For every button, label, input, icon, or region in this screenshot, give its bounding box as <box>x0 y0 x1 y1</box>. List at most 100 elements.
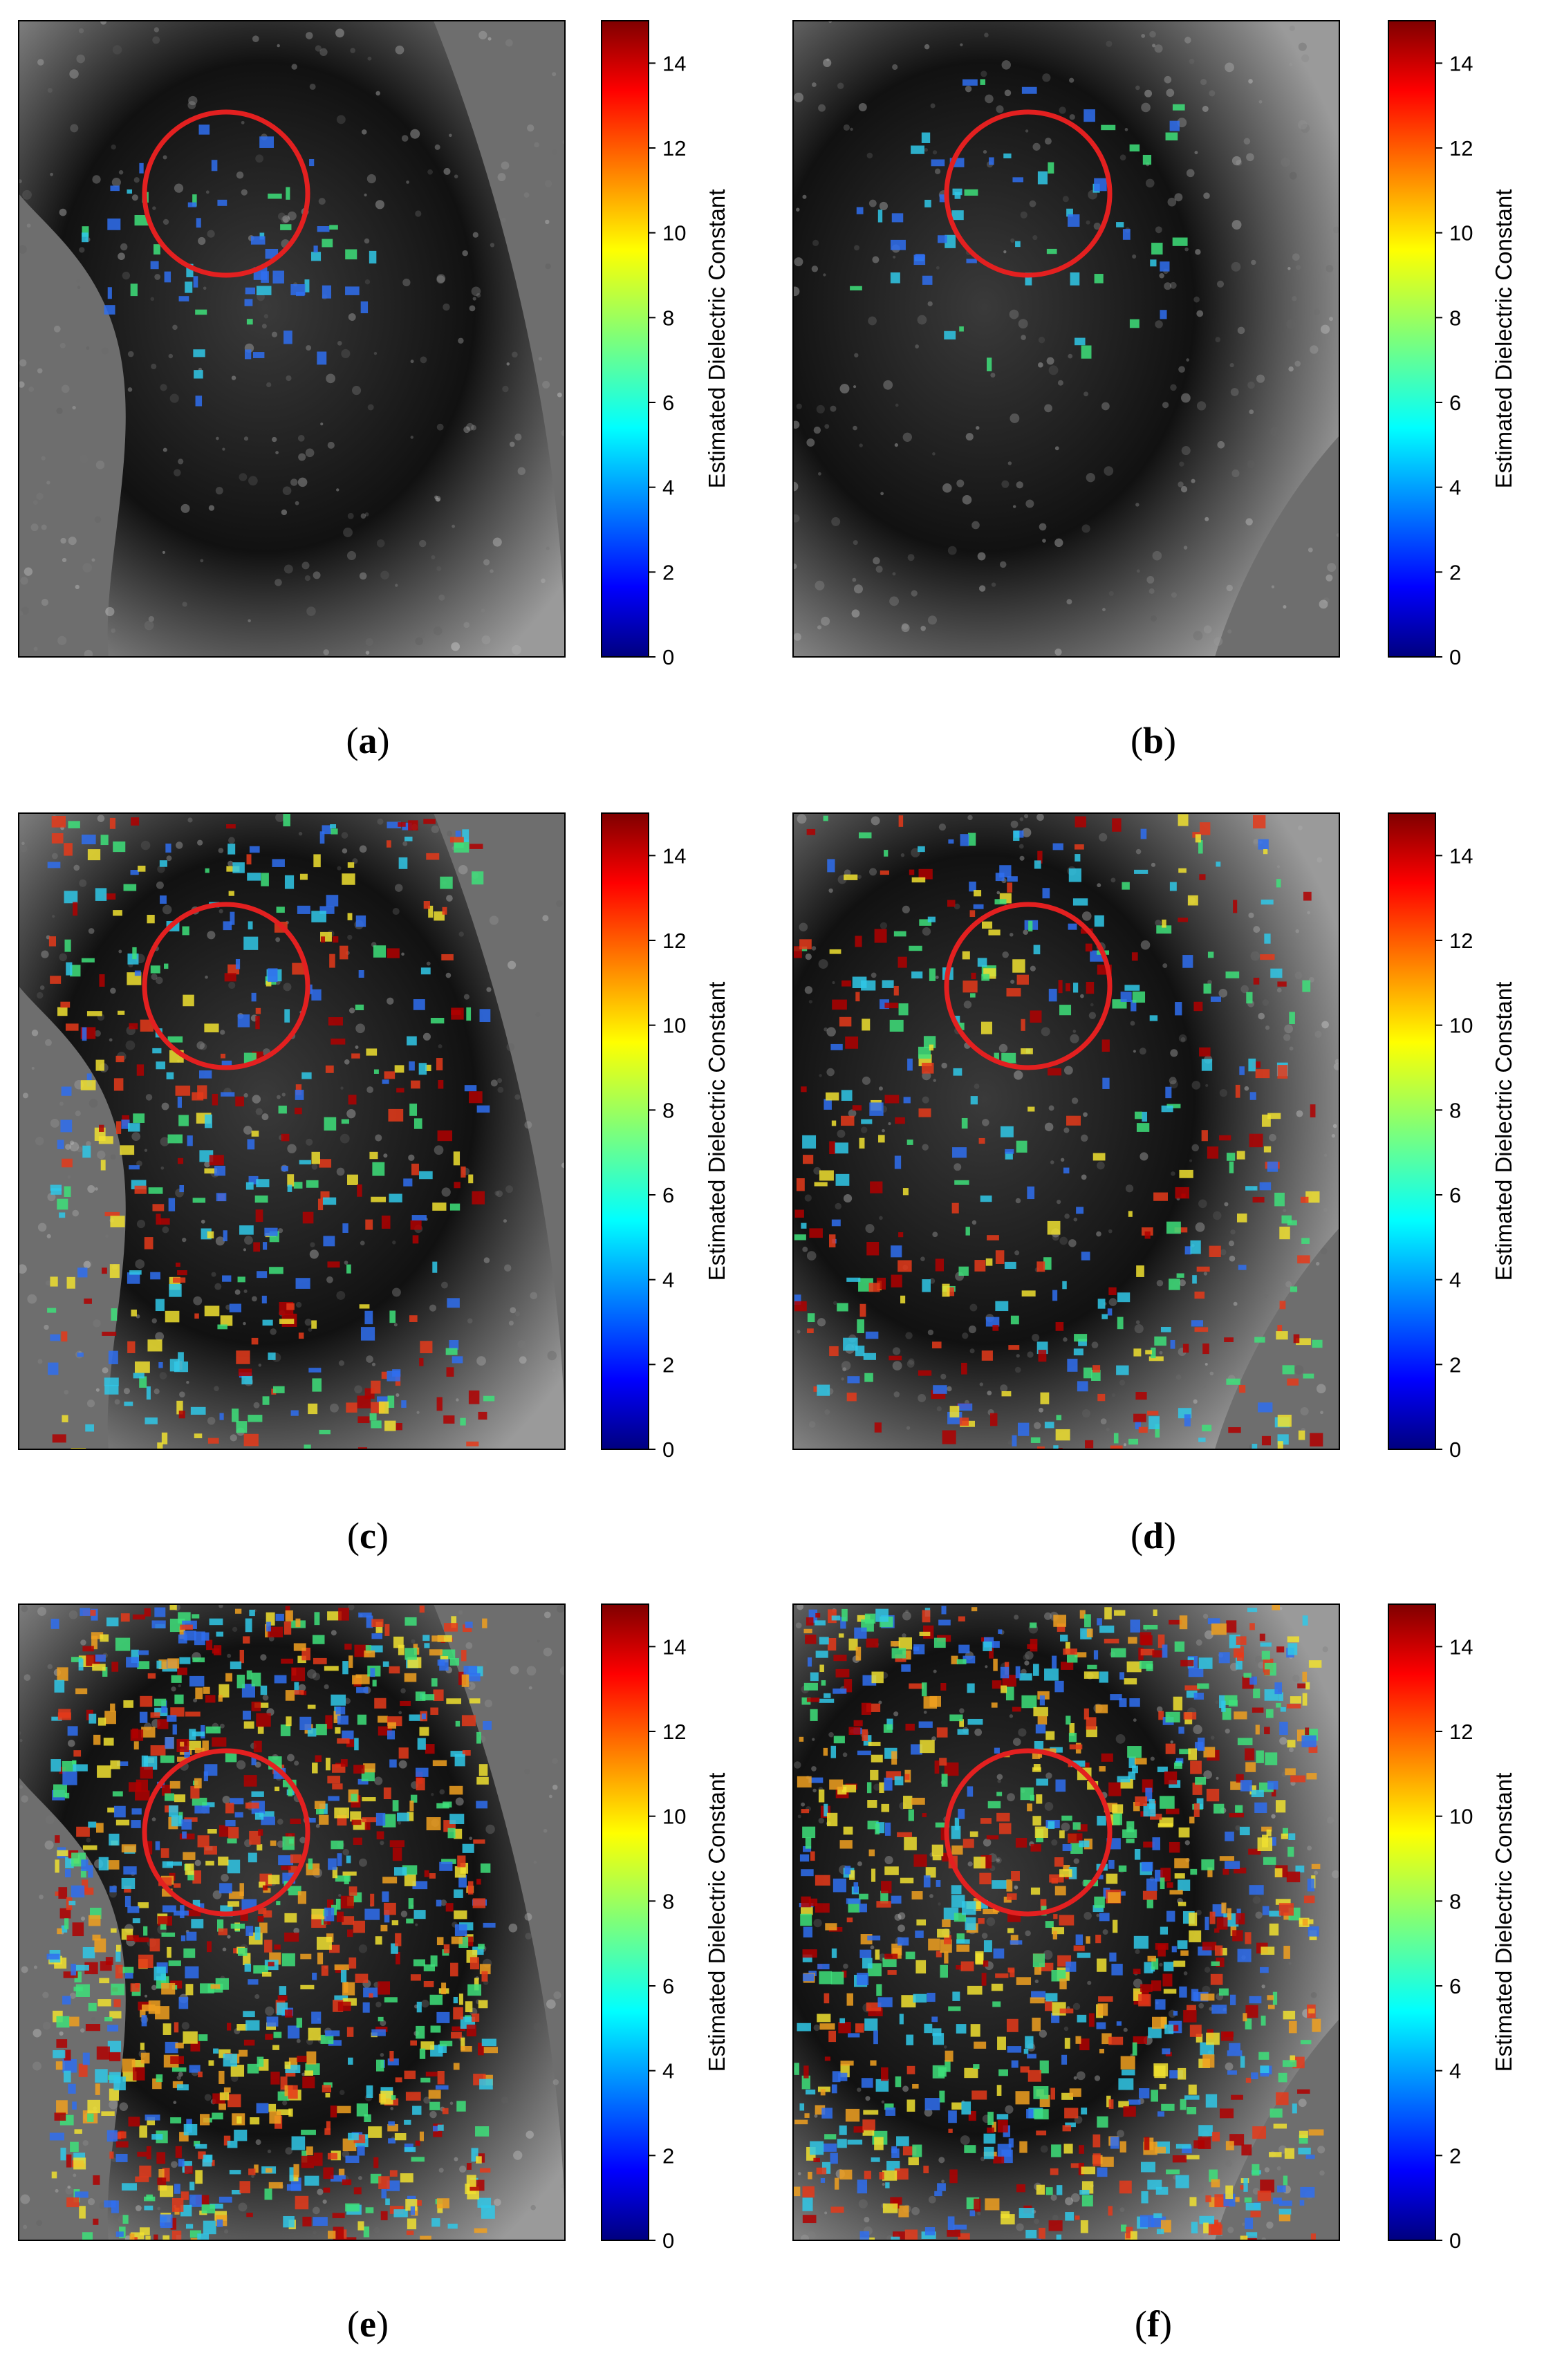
colorbar-tick-label: 6 <box>1449 1974 1461 1998</box>
panel-a-label: a <box>358 720 378 761</box>
colorbar-tick-label: 4 <box>1449 2059 1461 2083</box>
panel-e: 0 2 4 6 8 10 12 14 Estimated Dielectric Constant <box>0 1583 761 2289</box>
colorbar-tick-label: 2 <box>1449 2144 1461 2168</box>
colorbar-tick-label: 6 <box>662 1974 674 1998</box>
dielectric-overlay <box>794 1604 1324 2240</box>
colorbar-tick-label: 14 <box>662 51 686 75</box>
panel-f-label: f <box>1147 2303 1160 2345</box>
region-marker-circle <box>944 109 1113 278</box>
colorbar: 0 2 4 6 8 10 12 14 Estimated Dielectric Constant <box>601 1603 729 2253</box>
colorbar-tick-label: 8 <box>662 1889 674 1913</box>
colorbar-gradient <box>601 812 649 1450</box>
colorbar-tick-label: 4 <box>662 1268 674 1292</box>
colorbar-tick-label: 6 <box>1449 391 1461 415</box>
colorbar-tick-label: 12 <box>1449 1720 1473 1744</box>
panel-b-figure: 0 2 4 6 8 10 12 14 Estimated Dielectric Constant <box>792 20 1516 669</box>
colorbar-label: Estimated Dielectric Constant <box>1491 189 1516 489</box>
panel-e-label: e <box>360 2303 376 2345</box>
dielectric-overlay <box>850 79 1188 371</box>
colorbar-tick-label: 10 <box>662 1014 686 1038</box>
panel-a: 0 2 4 6 8 10 12 14 Estimated Dielectric Constant <box>0 0 761 705</box>
ultrasound-image <box>793 813 1339 1449</box>
colorbar-tick-label: 14 <box>662 844 686 868</box>
panel-c-figure: 0 2 4 6 8 10 12 14 Estimated Dielectric Constant <box>18 812 729 1462</box>
colorbar-tick-label: 12 <box>662 1720 686 1744</box>
panel-e-caption: (e) <box>347 2303 389 2345</box>
colorbar-tick-label: 8 <box>1449 1098 1461 1122</box>
panel-a-caption: (a) <box>346 720 390 761</box>
colorbar-tick-label: 14 <box>1449 844 1473 868</box>
image-frame <box>792 20 1340 658</box>
panel-b-caption: (b) <box>1130 720 1176 761</box>
image-frame <box>18 812 566 1450</box>
colorbar: 0 2 4 6 8 10 12 14 Estimated Dielectric Constant <box>601 20 729 669</box>
panel-b-label: b <box>1142 720 1164 761</box>
image-frame <box>18 20 566 658</box>
colorbar-tick-label: 4 <box>662 2059 674 2083</box>
panel-f-figure: 0 2 4 6 8 10 12 14 Estimated Dielectric Constant <box>792 1603 1516 2253</box>
colorbar: 0 2 4 6 8 10 12 14 Estimated Dielectric Constant <box>1388 20 1516 669</box>
colorbar-tick-label: 12 <box>662 929 686 953</box>
colorbar: 0 2 4 6 8 10 12 14 Estimated Dielectric Constant <box>601 812 729 1462</box>
colorbar-tick-label: 0 <box>1449 1438 1461 1462</box>
region-marker-circle <box>944 1748 1113 1917</box>
colorbar-label: Estimated Dielectric Constant <box>1491 1773 1516 2072</box>
colorbar-tick-label: 6 <box>1449 1183 1461 1207</box>
region-marker-circle <box>944 902 1113 1070</box>
panel-c-caption: (c) <box>347 1515 389 1556</box>
colorbar-gradient <box>1388 1603 1436 2241</box>
speckle-texture <box>797 813 1339 1449</box>
speckle-texture <box>19 21 565 657</box>
colorbar-tick-label: 0 <box>1449 2229 1461 2253</box>
colorbar-tick-label: 4 <box>662 476 674 500</box>
ultrasound-image <box>793 1604 1339 2240</box>
panel-d: 0 2 4 6 8 10 12 14 Estimated Dielectric Constant <box>783 792 1544 1498</box>
colorbar-tick-label: 2 <box>1449 560 1461 584</box>
colorbar-tick-label: 8 <box>1449 306 1461 330</box>
panel-f: 0 2 4 6 8 10 12 14 Estimated Dielectric Constant <box>783 1583 1544 2289</box>
region-marker-circle <box>142 902 310 1070</box>
colorbar-tick-label: 10 <box>1449 1014 1473 1038</box>
colorbar-gradient <box>601 20 649 658</box>
colorbar-tick-label: 10 <box>1449 221 1473 245</box>
colorbar-tick-label: 14 <box>662 1635 686 1659</box>
colorbar: 0 2 4 6 8 10 12 14 Estimated Dielectric Constant <box>1388 812 1516 1462</box>
ultrasound-image <box>19 813 565 1449</box>
colorbar-tick-label: 4 <box>1449 1268 1461 1292</box>
image-frame <box>792 1603 1340 2241</box>
panel-f-caption: (f) <box>1135 2303 1172 2345</box>
colorbar-tick-label: 8 <box>662 1098 674 1122</box>
colorbar-gradient <box>1388 812 1436 1450</box>
dielectric-overlay <box>47 814 495 1449</box>
colorbar-tick-label: 12 <box>1449 136 1473 160</box>
image-frame <box>792 812 1340 1450</box>
panel-c-label: c <box>360 1515 376 1556</box>
panel-d-figure: 0 2 4 6 8 10 12 14 Estimated Dielectric Constant <box>792 812 1516 1462</box>
image-frame <box>18 1603 566 2241</box>
colorbar-tick-label: 8 <box>1449 1889 1461 1913</box>
colorbar-tick-label: 2 <box>1449 1352 1461 1377</box>
colorbar-tick-label: 14 <box>1449 1635 1473 1659</box>
colorbar-gradient <box>601 1603 649 2241</box>
colorbar-tick-label: 8 <box>662 306 674 330</box>
colorbar-tick-label: 6 <box>662 391 674 415</box>
colorbar-tick-label: 4 <box>1449 476 1461 500</box>
colorbar-label: Estimated Dielectric Constant <box>704 189 729 489</box>
colorbar: 0 2 4 6 8 10 12 14 Estimated Dielectric Constant <box>1388 1603 1516 2253</box>
colorbar-tick-label: 0 <box>662 2229 674 2253</box>
colorbar-label: Estimated Dielectric Constant <box>704 1773 729 2072</box>
colorbar-tick-label: 6 <box>662 1183 674 1207</box>
panel-b: 0 2 4 6 8 10 12 14 Estimated Dielectric Constant <box>783 0 1544 705</box>
colorbar-tick-label: 10 <box>662 221 686 245</box>
ultrasound-image <box>19 21 565 657</box>
colorbar-tick-label: 0 <box>662 1438 674 1462</box>
colorbar-tick-label: 14 <box>1449 51 1473 75</box>
colorbar-label: Estimated Dielectric Constant <box>704 982 729 1281</box>
colorbar-tick-label: 10 <box>1449 1805 1473 1829</box>
colorbar-tick-label: 0 <box>662 645 674 669</box>
colorbar-tick-label: 2 <box>662 560 674 584</box>
tissue-region <box>793 21 1339 657</box>
panel-a-figure: 0 2 4 6 8 10 12 14 Estimated Dielectric Constant <box>18 20 729 669</box>
colorbar-label: Estimated Dielectric Constant <box>1491 982 1516 1281</box>
speckle-texture <box>793 21 1339 656</box>
